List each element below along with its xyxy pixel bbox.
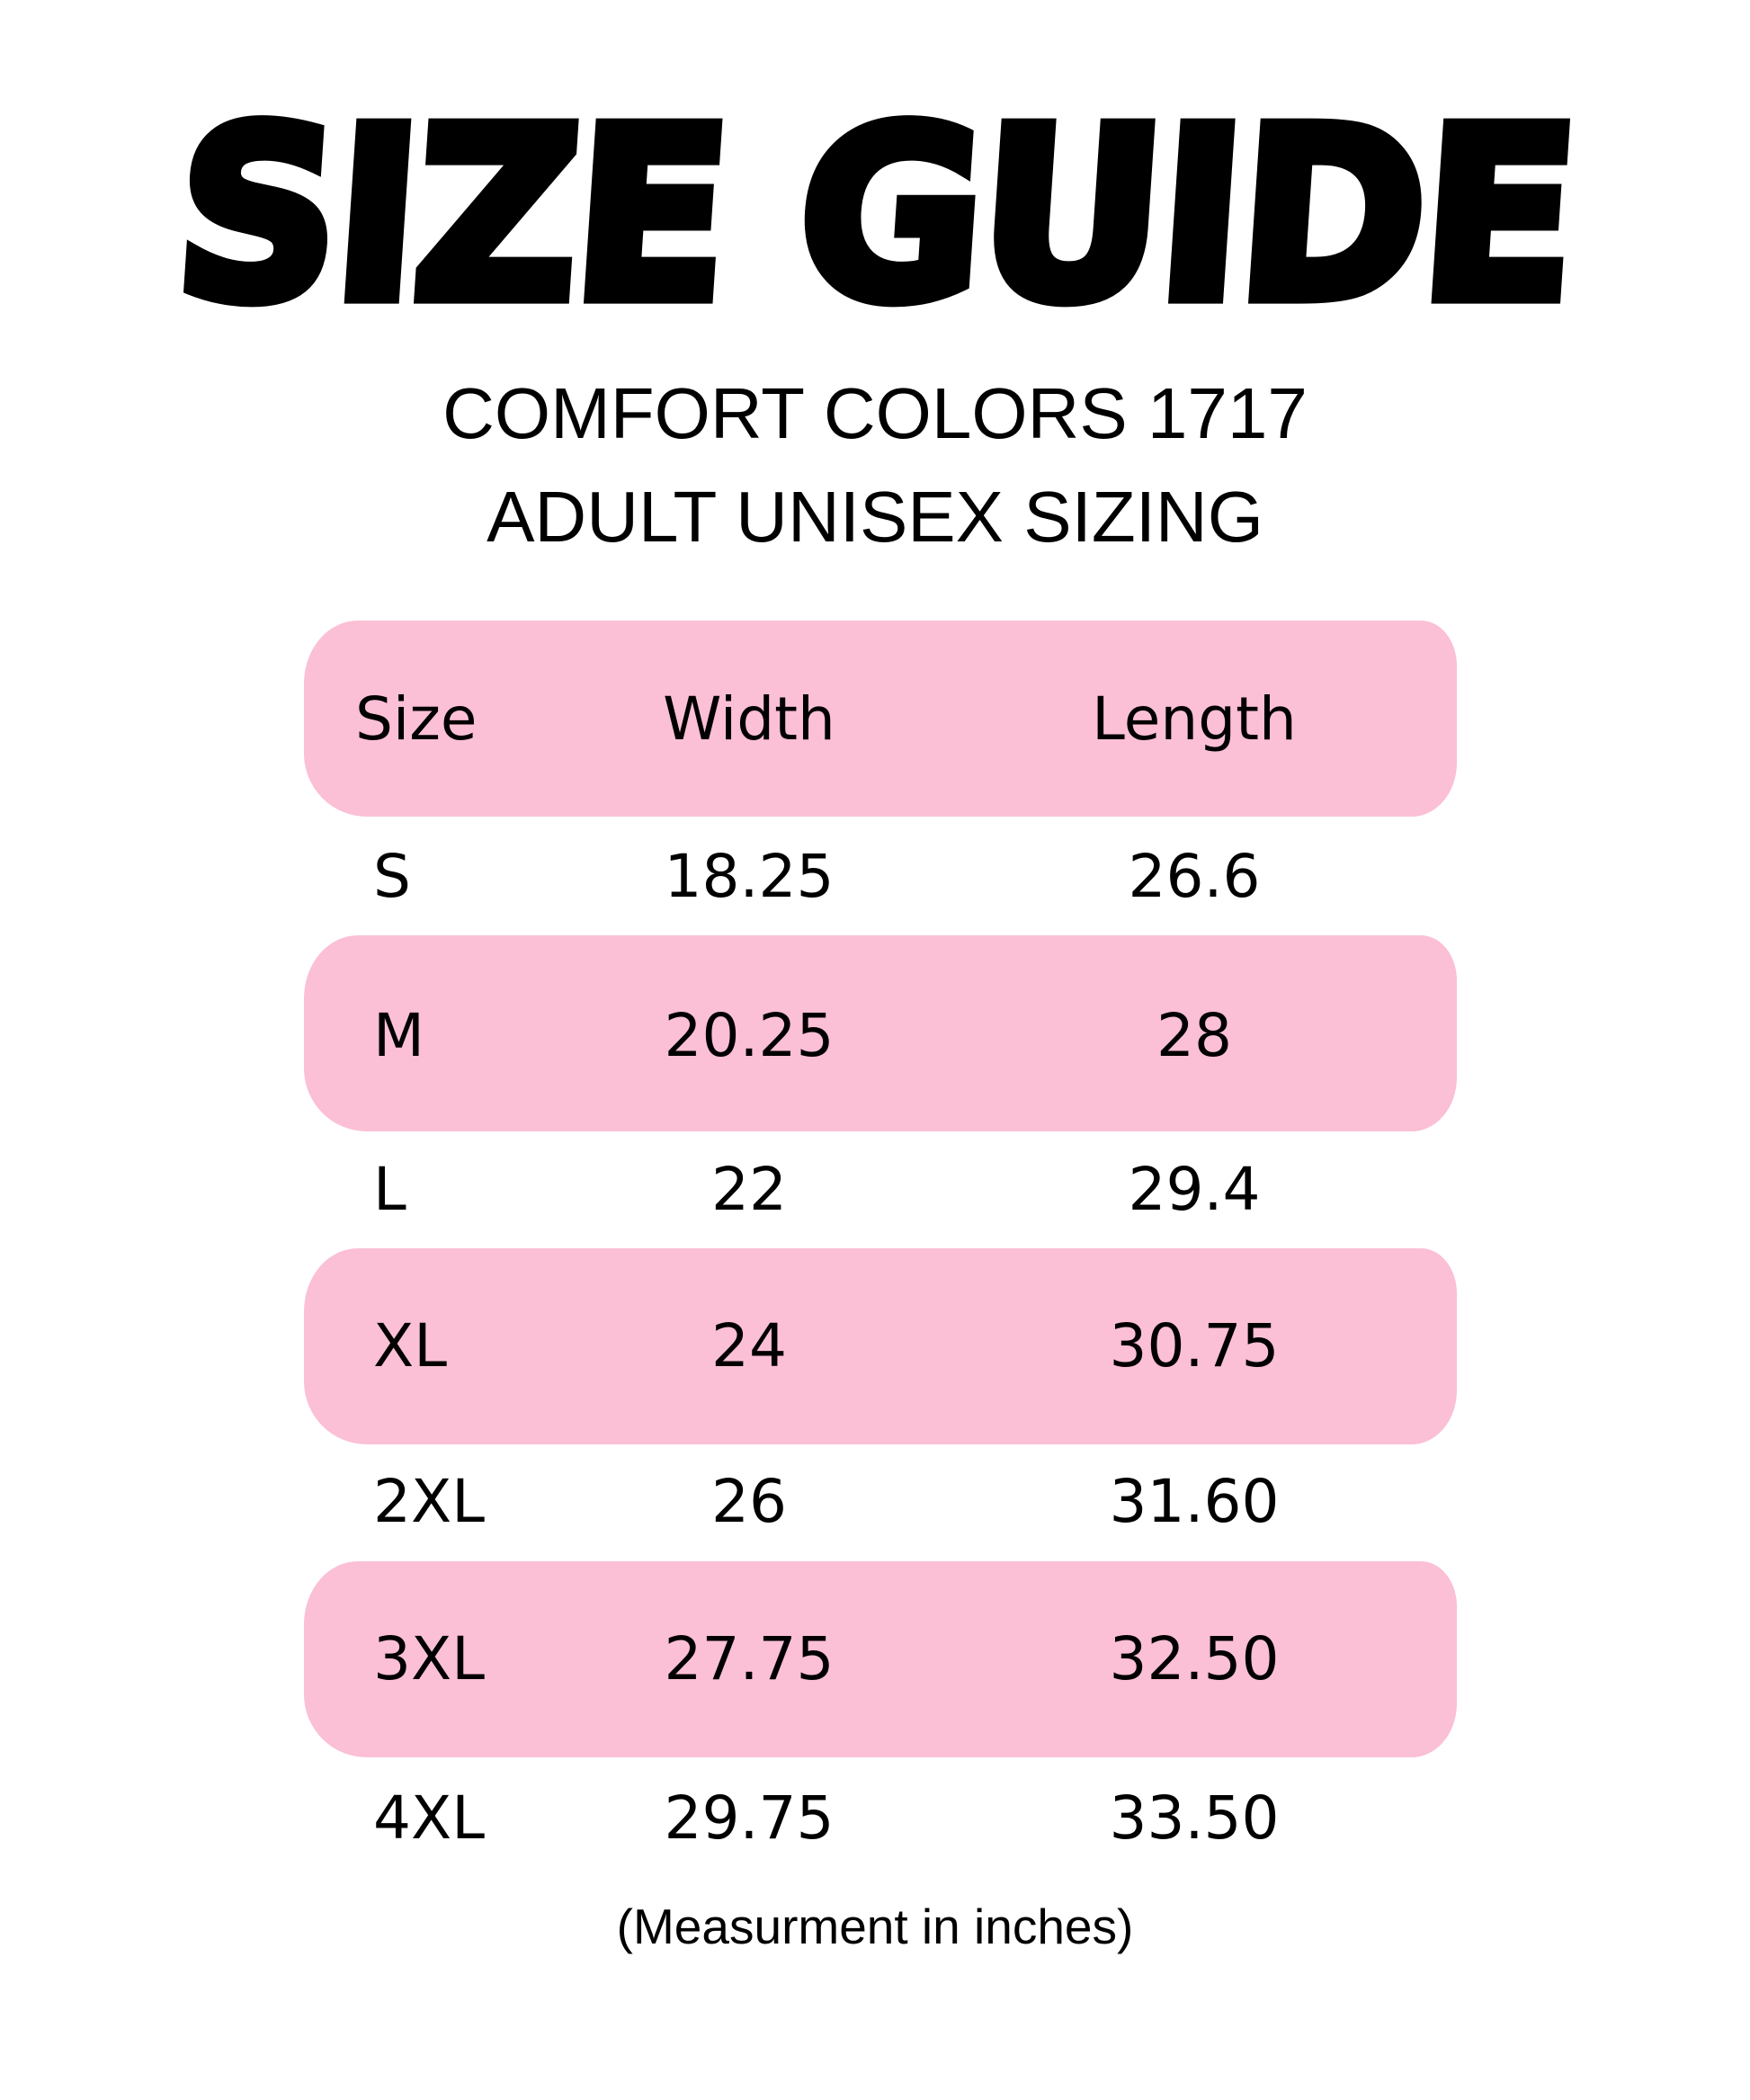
- cell-length: 26.6: [1128, 842, 1261, 911]
- cell-size: L: [373, 1155, 406, 1224]
- header-width: Width: [663, 684, 835, 754]
- row-band-m: [304, 935, 1457, 1131]
- row-band-3xl: [304, 1561, 1457, 1757]
- row-band-xl: [304, 1248, 1457, 1444]
- cell-width: 27.75: [664, 1624, 835, 1693]
- table-row: 2XL 26 31.60: [0, 1457, 1750, 1547]
- table-row: XL 24 30.75: [0, 1301, 1750, 1391]
- header-size: Size: [355, 684, 478, 754]
- header-band: [304, 621, 1457, 817]
- cell-length: 32.50: [1109, 1624, 1280, 1693]
- header-length: Length: [1092, 684, 1297, 754]
- footnote: (Measurment in inches): [616, 1899, 1134, 1954]
- cell-length: 33.50: [1109, 1783, 1280, 1853]
- cell-length: 28: [1156, 1001, 1232, 1070]
- cell-length: 30.75: [1109, 1311, 1280, 1381]
- table-row: S 18.25 26.6: [0, 832, 1750, 922]
- cell-length: 31.60: [1109, 1467, 1280, 1536]
- cell-width: 22: [711, 1155, 787, 1224]
- cell-size: S: [373, 842, 411, 911]
- cell-size: 2XL: [373, 1467, 485, 1536]
- table-header: Size Width Length: [0, 675, 1750, 764]
- page-title: SIZE GUIDE: [162, 72, 1588, 360]
- subtitle-sizing: ADULT UNISEX SIZING: [487, 477, 1263, 557]
- cell-size: M: [373, 1001, 424, 1070]
- table-row: 4XL 29.75 33.50: [0, 1774, 1750, 1863]
- cell-width: 26: [711, 1467, 787, 1536]
- table-row: L 22 29.4: [0, 1145, 1750, 1235]
- cell-length: 29.4: [1128, 1155, 1261, 1224]
- cell-width: 29.75: [664, 1783, 835, 1853]
- cell-size: XL: [373, 1311, 447, 1381]
- cell-size: 3XL: [373, 1624, 485, 1693]
- cell-size: 4XL: [373, 1783, 485, 1853]
- subtitle-brand: COMFORT COLORS 1717: [442, 373, 1308, 453]
- table-row: M 20.25 28: [0, 991, 1750, 1081]
- table-row: 3XL 27.75 32.50: [0, 1614, 1750, 1704]
- cell-width: 20.25: [664, 1001, 835, 1070]
- cell-width: 18.25: [664, 842, 835, 911]
- cell-width: 24: [711, 1311, 787, 1381]
